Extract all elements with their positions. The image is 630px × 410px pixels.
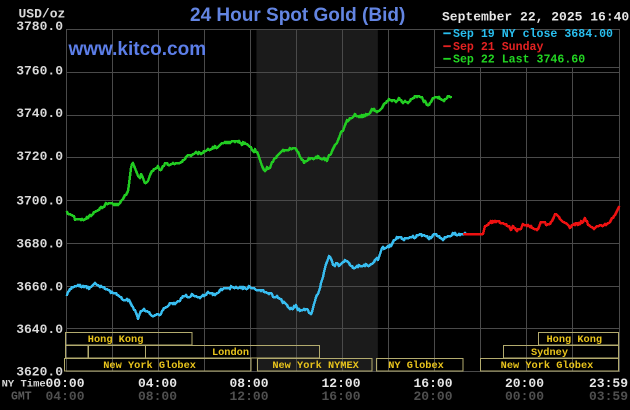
svg-text:3780.0: 3780.0: [16, 19, 63, 34]
svg-text:Sep 21 Sunday: Sep 21 Sunday: [453, 41, 543, 54]
svg-text:Sep 22 Last 3746.60: Sep 22 Last 3746.60: [453, 54, 585, 67]
svg-text:3660.0: 3660.0: [16, 279, 63, 294]
svg-text:04:00: 04:00: [45, 389, 84, 404]
svg-text:September 22, 2025 16:40: September 22, 2025 16:40: [442, 9, 629, 24]
svg-text:20:00: 20:00: [505, 376, 544, 391]
svg-text:NY Time: NY Time: [2, 379, 46, 391]
svg-text:Hong Kong: Hong Kong: [88, 334, 144, 346]
svg-text:Hong Kong: Hong Kong: [546, 334, 602, 346]
svg-text:16:00: 16:00: [321, 389, 360, 404]
svg-text:24 Hour Spot Gold (Bid): 24 Hour Spot Gold (Bid): [190, 5, 405, 26]
svg-text:08:00: 08:00: [229, 376, 268, 391]
svg-text:3680.0: 3680.0: [16, 236, 63, 251]
svg-text:www.kitco.com: www.kitco.com: [68, 39, 207, 60]
svg-text:NY Globex: NY Globex: [388, 360, 444, 372]
svg-text:04:00: 04:00: [138, 376, 177, 391]
svg-text:3760.0: 3760.0: [16, 63, 63, 78]
svg-text:3700.0: 3700.0: [16, 193, 63, 208]
svg-text:3740.0: 3740.0: [16, 106, 63, 121]
svg-text:16:00: 16:00: [413, 376, 452, 391]
svg-text:00:00: 00:00: [505, 389, 544, 404]
svg-text:00:00: 00:00: [45, 376, 84, 391]
svg-text:23:59: 23:59: [589, 376, 628, 391]
svg-text:USD/oz: USD/oz: [19, 7, 66, 22]
svg-text:London: London: [212, 347, 249, 359]
svg-text:3720.0: 3720.0: [16, 149, 63, 164]
svg-text:Sydney: Sydney: [531, 347, 568, 359]
svg-text:12:00: 12:00: [229, 389, 268, 404]
svg-text:08:00: 08:00: [138, 389, 177, 404]
svg-text:New York NYMEX: New York NYMEX: [272, 360, 359, 372]
svg-text:Sep 19 NY close 3684.00: Sep 19 NY close 3684.00: [453, 28, 613, 41]
svg-text:12:00: 12:00: [321, 376, 360, 391]
svg-text:03:59: 03:59: [589, 389, 628, 404]
svg-text:New York Globex: New York Globex: [103, 360, 196, 372]
svg-text:20:00: 20:00: [413, 389, 452, 404]
svg-text:New York Globex: New York Globex: [501, 360, 594, 372]
svg-text:3620.0: 3620.0: [16, 364, 63, 379]
svg-text:3640.0: 3640.0: [16, 322, 63, 337]
svg-text:GMT: GMT: [11, 391, 32, 404]
